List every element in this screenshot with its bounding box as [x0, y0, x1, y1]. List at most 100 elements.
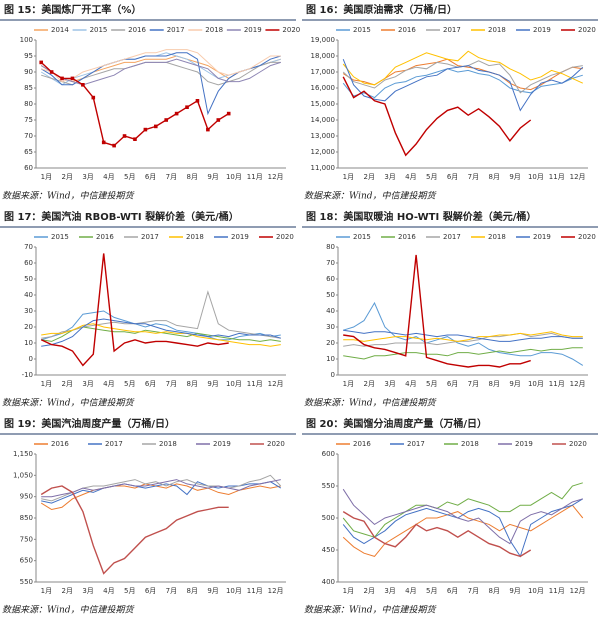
legend-label: 2018 [186, 233, 204, 241]
y-tick-label: 40 [326, 307, 335, 315]
legend-label: 2019 [244, 26, 262, 34]
legend-label: 2020 [578, 26, 596, 34]
y-tick-label: 50 [24, 275, 33, 283]
x-tick-label: 11月 [247, 380, 263, 388]
source-note: 数据来源：Wind，中信建投期货 [304, 605, 438, 616]
legend-label: 2017 [443, 26, 461, 34]
series-line [342, 68, 583, 99]
x-tick-label: 7月 [166, 587, 177, 595]
y-tick-label: 550 [322, 482, 335, 490]
x-tick-label: 3月 [82, 380, 93, 388]
x-tick-label: 1月 [41, 173, 52, 181]
legend-label: 2019 [213, 440, 231, 448]
x-tick-label: 10月 [226, 173, 242, 181]
x-tick-label: 7月 [468, 173, 479, 181]
y-tick-label: 65 [24, 148, 33, 156]
series-line [41, 479, 281, 498]
y-tick-label: 70 [24, 243, 33, 251]
legend-label: 2016 [398, 26, 416, 34]
legend-label: 2020 [569, 440, 587, 448]
legend-label: 2019 [533, 233, 551, 241]
x-tick-label: 5月 [124, 173, 135, 181]
x-tick-label: 10月 [528, 587, 544, 595]
x-tick-label: 4月 [405, 380, 416, 388]
y-tick-label: 85 [24, 84, 33, 92]
source-note: 数据来源：Wind，中信建投期货 [304, 398, 438, 409]
series-line [41, 323, 281, 347]
point-marker [195, 99, 200, 103]
x-tick-label: 11月 [247, 587, 263, 595]
y-tick-label: 0 [29, 355, 33, 363]
legend-label: 2018 [461, 440, 479, 448]
legend-label: 2017 [141, 233, 159, 241]
point-marker [101, 140, 106, 145]
y-tick-label: 20 [326, 339, 335, 347]
x-tick-label: 4月 [103, 587, 114, 595]
series-line [342, 60, 583, 94]
y-tick-label: 20 [24, 323, 33, 331]
x-tick-label: 7月 [166, 173, 177, 181]
x-tick-label: 1月 [343, 587, 354, 595]
legend-label: 2020 [578, 233, 596, 241]
legend-label: 2016 [51, 440, 69, 448]
x-tick-label: 11月 [247, 173, 263, 181]
y-tick-label: 50 [326, 291, 335, 299]
x-tick-label: 9月 [207, 380, 218, 388]
y-tick-label: 95 [24, 52, 33, 60]
x-tick-label: 2月 [62, 173, 73, 181]
y-tick-label: 1,150 [13, 450, 33, 458]
x-tick-label: 1月 [343, 380, 354, 388]
point-marker [49, 70, 54, 74]
series-line [342, 76, 532, 157]
x-tick-label: 7月 [166, 380, 177, 388]
x-tick-label: 2月 [364, 173, 375, 181]
y-tick-label: 13,000 [311, 132, 336, 140]
point-marker [164, 118, 169, 122]
x-tick-label: 4月 [405, 173, 416, 181]
x-tick-label: 4月 [405, 587, 416, 595]
x-tick-label: 9月 [509, 587, 520, 595]
x-tick-label: 6月 [447, 380, 458, 388]
y-tick-label: 14,000 [311, 116, 336, 124]
point-marker [39, 60, 44, 65]
y-tick-label: 450 [322, 546, 335, 554]
legend-label: 2019 [515, 440, 533, 448]
point-marker [153, 124, 158, 129]
x-tick-label: 3月 [384, 380, 395, 388]
y-tick-label: 90 [24, 68, 33, 76]
legend-label: 2015 [90, 26, 108, 34]
x-tick-label: 8月 [489, 173, 500, 181]
point-marker [81, 83, 85, 87]
x-tick-label: 6月 [447, 173, 458, 181]
series-line [343, 332, 583, 347]
x-tick-label: 2月 [364, 380, 375, 388]
point-marker [216, 118, 221, 122]
y-tick-label: 10 [326, 355, 335, 363]
x-tick-label: 12月 [570, 380, 586, 388]
panel-title: 图 17：美国汽油 RBOB-WTI 裂解价差（美元/桶） [4, 210, 239, 223]
legend-label: 2018 [488, 233, 506, 241]
y-tick-label: 400 [322, 578, 335, 586]
x-tick-label: 2月 [62, 587, 73, 595]
series-line [342, 511, 532, 558]
x-tick-label: 3月 [82, 173, 93, 181]
series-line [343, 331, 583, 342]
x-tick-label: 12月 [268, 173, 284, 181]
y-tick-label: 17,000 [311, 68, 336, 76]
source-note: 数据来源：Wind，中信建投期货 [304, 191, 438, 202]
legend-label: 2019 [533, 26, 551, 34]
series-line [342, 59, 584, 112]
y-tick-label: 550 [20, 578, 33, 586]
y-tick-label: 70 [326, 259, 335, 267]
x-tick-label: 10月 [226, 587, 242, 595]
point-marker [143, 127, 148, 132]
legend-label: 2016 [353, 440, 371, 448]
y-tick-label: 18,000 [311, 52, 336, 60]
x-tick-label: 12月 [570, 587, 586, 595]
legend-label: 2017 [443, 233, 461, 241]
y-tick-label: 40 [24, 291, 33, 299]
point-marker [185, 105, 189, 109]
y-tick-label: 16,000 [311, 84, 336, 92]
x-tick-label: 12月 [268, 380, 284, 388]
